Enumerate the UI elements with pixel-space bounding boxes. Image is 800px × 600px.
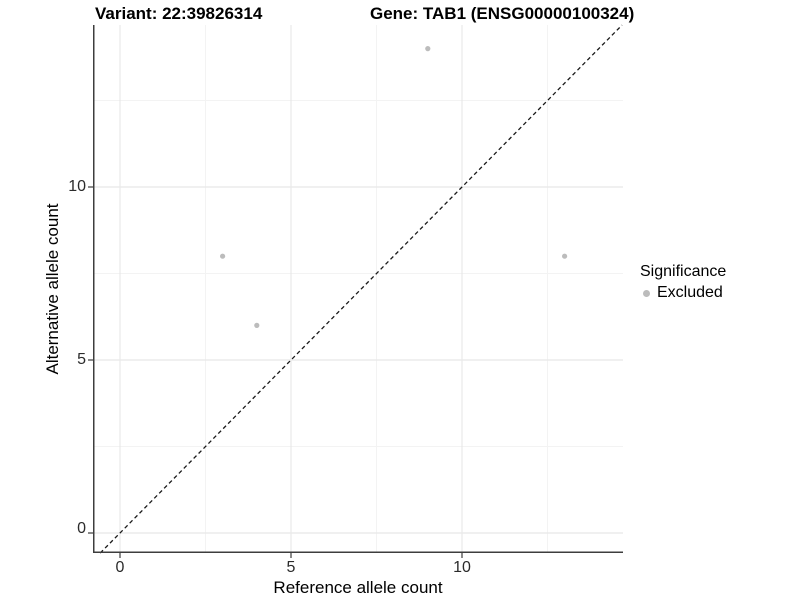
y-tick-label: 0 — [77, 520, 86, 537]
x-tick-label: 0 — [115, 559, 125, 576]
excluded-point-icon — [643, 289, 650, 297]
x-tick-label: 10 — [453, 559, 471, 576]
legend-title: Significance — [640, 263, 727, 280]
legend-item-label: Excluded — [657, 284, 723, 301]
x-axis-title: Reference allele count — [273, 578, 443, 597]
legend: Significance Excluded — [640, 263, 726, 302]
x-tick-label: 5 — [286, 559, 296, 576]
plot-title-variant: Variant: 22:39826314 — [95, 4, 263, 23]
legend-item-excluded: Excluded — [640, 284, 726, 302]
y-tick-label: 5 — [77, 351, 86, 368]
y-axis-title: Alternative allele count — [43, 203, 62, 375]
plot-panel — [88, 24, 623, 558]
plot-title-gene: Gene: TAB1 (ENSG00000100324) — [370, 4, 635, 23]
y-tick-label: 10 — [68, 178, 86, 195]
